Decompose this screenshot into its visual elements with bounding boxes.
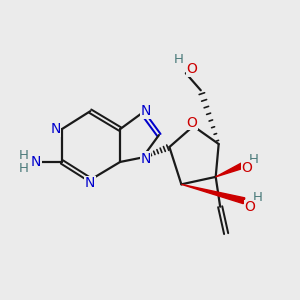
Text: H: H: [173, 53, 183, 66]
Text: H: H: [19, 162, 28, 175]
Text: O: O: [244, 200, 256, 214]
Polygon shape: [182, 184, 245, 204]
Text: O: O: [186, 62, 197, 76]
Polygon shape: [216, 162, 245, 177]
Text: N: N: [30, 155, 41, 169]
Text: O: O: [186, 116, 197, 130]
Text: N: N: [50, 122, 61, 136]
Text: O: O: [242, 161, 253, 175]
Text: H: H: [19, 149, 28, 162]
Text: H: H: [253, 191, 262, 204]
Text: H: H: [249, 153, 259, 166]
Text: N: N: [85, 176, 95, 190]
Text: N: N: [140, 104, 151, 118]
Text: N: N: [140, 152, 151, 166]
